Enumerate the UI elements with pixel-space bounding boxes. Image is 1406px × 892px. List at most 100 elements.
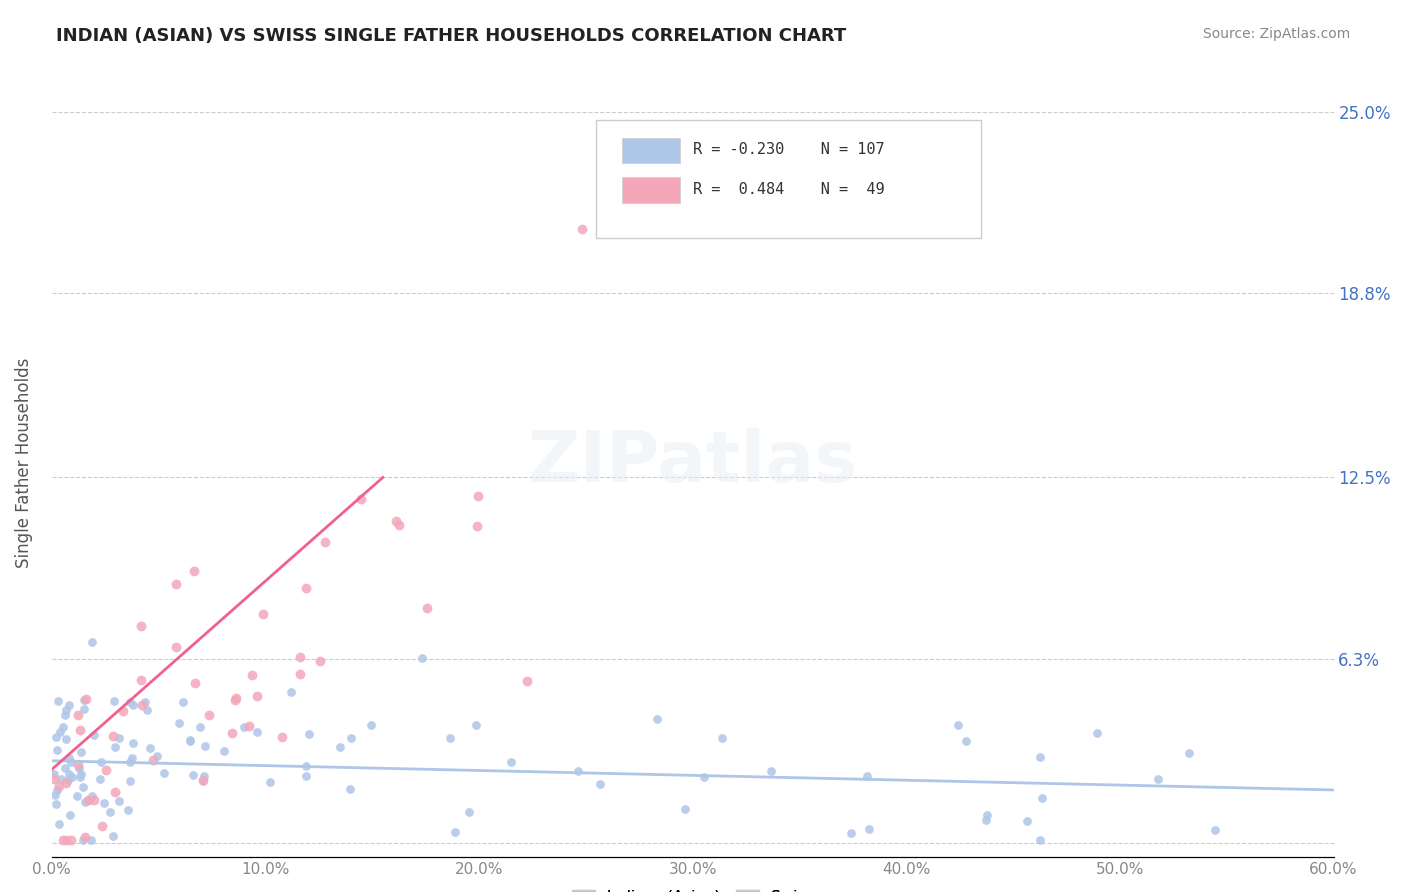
Point <box>67 761 90 775</box>
Point <box>48 694 70 708</box>
Point <box>60 770 83 784</box>
Point <box>53 761 76 775</box>
Point <box>69 723 91 737</box>
Point <box>104 784 127 798</box>
Point <box>48 725 70 739</box>
Point <box>131 698 153 712</box>
Point <box>69 770 91 784</box>
Point <box>46 782 69 797</box>
Point <box>167 716 190 731</box>
Point <box>66 758 89 772</box>
Point <box>188 720 211 734</box>
Point <box>759 764 782 778</box>
FancyBboxPatch shape <box>621 178 681 202</box>
Point <box>90 756 112 770</box>
Point <box>1029 749 1052 764</box>
Text: R =  0.484    N =  49: R = 0.484 N = 49 <box>693 182 884 196</box>
Point <box>59 832 82 847</box>
Point <box>288 667 311 681</box>
Legend: Indians (Asian), Swiss: Indians (Asian), Swiss <box>564 882 821 892</box>
Point <box>692 771 714 785</box>
Point <box>52 832 75 847</box>
Point <box>153 765 176 780</box>
Point <box>946 718 969 732</box>
Point <box>52 720 75 734</box>
Point <box>259 774 281 789</box>
Point <box>295 759 318 773</box>
Point <box>91 819 114 833</box>
Point <box>974 814 997 828</box>
Point <box>589 777 612 791</box>
Point <box>467 489 489 503</box>
Point <box>464 717 486 731</box>
Point <box>135 703 157 717</box>
Point <box>179 734 201 748</box>
Point <box>55 703 77 717</box>
Point <box>246 724 269 739</box>
Point <box>58 751 80 765</box>
Point <box>240 668 263 682</box>
Point <box>72 780 94 794</box>
Point <box>134 695 156 709</box>
Point <box>83 727 105 741</box>
Point <box>295 581 318 595</box>
Point <box>142 753 165 767</box>
Point <box>314 535 336 549</box>
Point <box>73 693 96 707</box>
Point <box>411 651 433 665</box>
Point <box>349 491 371 506</box>
Point <box>280 684 302 698</box>
Point <box>308 654 330 668</box>
Point <box>80 832 103 847</box>
Point <box>129 673 152 687</box>
Point <box>146 748 169 763</box>
Point <box>360 718 382 732</box>
Point <box>122 698 145 712</box>
Point <box>290 649 312 664</box>
Point <box>96 763 118 777</box>
Point <box>1029 832 1052 847</box>
Point <box>516 673 538 688</box>
Point <box>1204 822 1226 837</box>
Point <box>710 731 733 745</box>
Point <box>1015 814 1038 829</box>
Point <box>501 755 523 769</box>
Point <box>73 701 96 715</box>
Point <box>225 691 247 706</box>
Point <box>48 779 70 793</box>
Point <box>1085 726 1108 740</box>
Point <box>183 564 205 578</box>
Point <box>59 807 82 822</box>
Point <box>107 731 129 745</box>
Point <box>270 730 292 744</box>
Point <box>56 773 79 788</box>
Point <box>72 832 94 847</box>
Point <box>118 755 141 769</box>
Point <box>75 692 97 706</box>
Point <box>329 739 352 754</box>
Point <box>83 793 105 807</box>
Text: Source: ZipAtlas.com: Source: ZipAtlas.com <box>1202 27 1350 41</box>
Point <box>172 695 194 709</box>
Point <box>112 704 135 718</box>
Y-axis label: Single Father Households: Single Father Households <box>15 358 32 568</box>
FancyBboxPatch shape <box>596 120 981 238</box>
Point <box>238 719 260 733</box>
Point <box>246 690 269 704</box>
Point <box>571 222 593 236</box>
Point <box>976 808 998 822</box>
Text: R = -0.230    N = 107: R = -0.230 N = 107 <box>693 142 884 157</box>
Point <box>120 696 142 710</box>
Point <box>252 607 274 622</box>
Point <box>58 767 80 781</box>
Point <box>80 635 103 649</box>
Point <box>70 767 93 781</box>
Point <box>80 789 103 804</box>
Point <box>104 740 127 755</box>
Point <box>443 824 465 838</box>
Point <box>457 805 479 820</box>
Point <box>55 776 77 790</box>
Text: INDIAN (ASIAN) VS SWISS SINGLE FATHER HOUSEHOLDS CORRELATION CHART: INDIAN (ASIAN) VS SWISS SINGLE FATHER HO… <box>56 27 846 45</box>
Point <box>465 519 488 533</box>
Point <box>117 803 139 817</box>
